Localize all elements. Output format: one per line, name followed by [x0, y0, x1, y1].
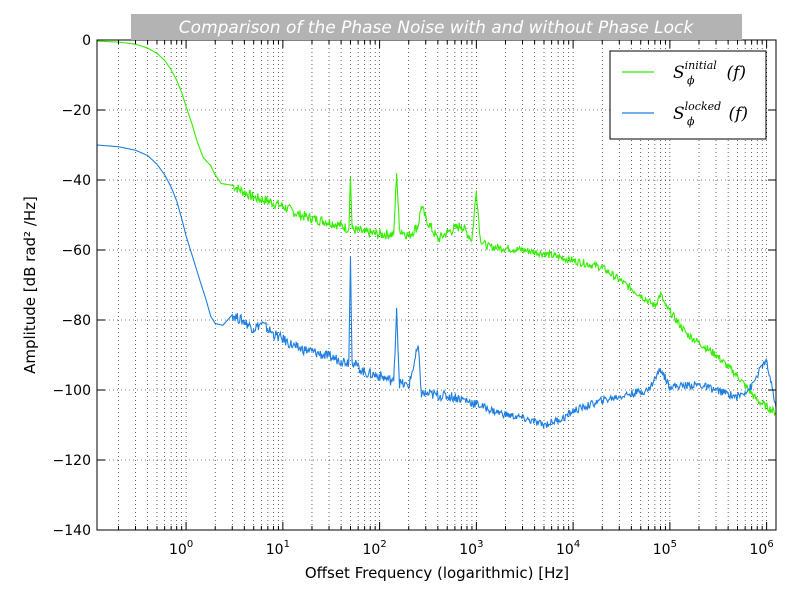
- x-tick-label: 105: [653, 539, 677, 558]
- legend: Sinitial ϕ (f) Slocked ϕ (f): [609, 50, 767, 140]
- series-line-initial: [96, 40, 777, 417]
- legend-box: [609, 50, 767, 140]
- grid-lines: [97, 39, 776, 531]
- series-lines: [96, 40, 777, 429]
- y-tick-label: −140: [53, 523, 91, 539]
- x-tick-label: 102: [363, 539, 387, 558]
- legend-label-initial: Sinitial ϕ (f): [673, 59, 746, 87]
- y-axis-label: Amplitude [dB rad² /Hz]: [21, 196, 39, 374]
- x-tick-label: 101: [266, 539, 290, 558]
- x-tick-label: 103: [459, 539, 483, 558]
- y-tick-label: −40: [61, 173, 91, 189]
- y-tick-label: −120: [53, 453, 91, 469]
- x-tick-label: 100: [169, 539, 193, 558]
- y-tick-label: 0: [82, 33, 91, 49]
- y-tick-label: −80: [61, 313, 91, 329]
- chart-title: Comparison of the Phase Noise with and w…: [179, 18, 695, 38]
- title-background: [131, 14, 742, 40]
- y-tick-label: −60: [61, 243, 91, 259]
- legend-label-locked: Slocked ϕ (f): [673, 100, 748, 128]
- series-line-locked: [96, 144, 777, 429]
- axis-ticks: 0 −20 −40 −60 −80 −100 −120 −140 100 101 102 103 104…: [53, 33, 776, 558]
- x-axis-label: Offset Frequency (logarithmic) [Hz]: [305, 564, 569, 582]
- y-tick-label: −20: [61, 103, 91, 119]
- y-tick-label: −100: [53, 383, 91, 399]
- x-tick-label: 104: [556, 539, 580, 558]
- x-tick-label: 106: [750, 539, 774, 558]
